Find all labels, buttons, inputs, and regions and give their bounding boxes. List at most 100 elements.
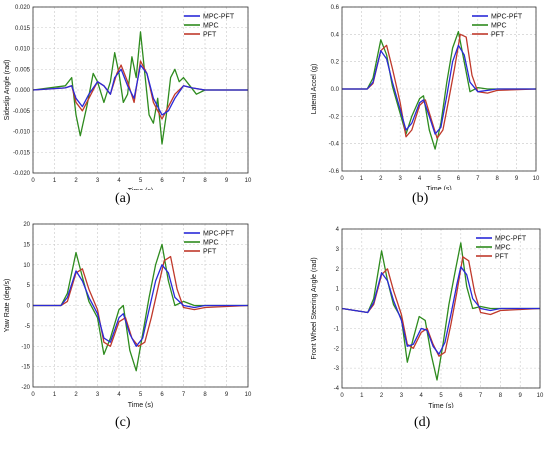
x-tick-label: 7 <box>479 393 483 399</box>
x-axis-label: Time (s) <box>128 402 153 408</box>
plot-frame <box>341 6 537 172</box>
x-tick-label: 4 <box>420 393 424 399</box>
y-tick-label: 0.010 <box>15 47 31 53</box>
x-tick-label: 4 <box>117 392 121 398</box>
x-tick-label: 1 <box>53 392 57 398</box>
series-line-mpc-pft <box>33 264 248 347</box>
x-tick-label: 8 <box>203 178 207 184</box>
x-tick-label: 4 <box>117 178 121 184</box>
legend-label: MPC <box>203 240 219 247</box>
legend: MPC-PFT MPC PFT <box>184 14 235 39</box>
x-tick-label: 8 <box>499 393 503 399</box>
y-tick-label: 3 <box>336 247 340 253</box>
legend-label: PFT <box>495 254 509 261</box>
panel-caption: (d) <box>414 415 431 430</box>
x-tick-label: 0 <box>31 392 35 398</box>
legend-label: PFT <box>203 32 217 39</box>
legend-label: PFT <box>491 32 505 39</box>
y-tick-label: -5 <box>25 324 31 330</box>
chart-3: 0 1 2 3 4 5 6 7 8 9 10 20 15 10 5 0 -5 -10 -15 -20 Time (s) Y… <box>4 222 252 408</box>
y-tick-label: 20 <box>23 222 30 228</box>
x-tick-label: 0 <box>31 178 35 184</box>
legend: MPC-PFT MPC PFT <box>472 14 523 39</box>
plot-frame <box>341 228 541 389</box>
x-tick-label: 5 <box>439 393 443 399</box>
x-tick-label: 5 <box>437 176 441 182</box>
y-tick-label: -0.020 <box>13 171 31 177</box>
x-axis-label: Time (s) <box>426 186 451 190</box>
x-tick-label: 6 <box>457 176 461 182</box>
series-line-pft <box>342 256 540 357</box>
legend-label: MPC <box>495 245 511 252</box>
x-axis-label: Time (s) <box>128 188 153 190</box>
x-tick-label: 3 <box>399 176 403 182</box>
x-tick-label: 9 <box>515 176 519 182</box>
y-tick-label: -0.010 <box>13 130 31 136</box>
x-tick-label: 3 <box>96 178 100 184</box>
x-tick-label: 8 <box>203 392 207 398</box>
y-tick-label: -0.6 <box>329 169 340 175</box>
x-tick-label: 9 <box>519 393 523 399</box>
y-tick-label: 5 <box>27 283 31 289</box>
plot-frame <box>32 6 249 174</box>
legend-label: MPC-PFT <box>495 236 527 243</box>
y-tick-label: 0.6 <box>331 5 340 11</box>
series-line-mpc-pft <box>342 266 540 355</box>
y-tick-label: -0.2 <box>329 114 340 120</box>
x-tick-label: 6 <box>160 392 164 398</box>
y-tick-label: 4 <box>336 227 340 233</box>
x-tick-label: 7 <box>182 178 186 184</box>
y-tick-label: 15 <box>23 242 30 248</box>
y-tick-label: -10 <box>21 344 30 350</box>
legend-label: PFT <box>203 249 217 256</box>
x-tick-label: 0 <box>340 176 344 182</box>
series-line-mpc-pft <box>33 64 248 116</box>
legend-label: MPC-PFT <box>203 231 235 238</box>
x-tick-label: 3 <box>400 393 404 399</box>
x-tick-label: 1 <box>53 178 57 184</box>
y-tick-label: 0 <box>336 307 340 313</box>
panel-caption: (b) <box>412 191 429 206</box>
x-tick-label: 2 <box>74 178 78 184</box>
x-tick-label: 10 <box>533 176 540 182</box>
legend: MPC-PFT MPC PFT <box>476 236 527 261</box>
x-tick-label: 6 <box>160 178 164 184</box>
y-tick-label: 0.4 <box>331 32 340 38</box>
y-tick-label: -0.005 <box>13 109 31 115</box>
y-tick-label: -3 <box>334 366 340 372</box>
panel-caption: (c) <box>115 415 131 430</box>
x-tick-label: 0 <box>340 393 344 399</box>
y-tick-label: 0.0 <box>331 87 340 93</box>
x-tick-label: 5 <box>139 392 143 398</box>
x-axis-label: Time (s) <box>428 403 453 408</box>
x-tick-label: 9 <box>225 178 229 184</box>
y-axis-label: Yaw Rate (deg/s) <box>4 279 11 333</box>
y-tick-label: 10 <box>23 263 30 269</box>
x-tick-label: 4 <box>418 176 422 182</box>
x-tick-label: 1 <box>360 393 364 399</box>
series-line-pft <box>33 60 248 120</box>
x-tick-label: 8 <box>496 176 500 182</box>
series-line-pft <box>342 33 536 139</box>
x-tick-label: 7 <box>182 392 186 398</box>
legend: MPC-PFT MPC PFT <box>184 231 235 256</box>
y-tick-label: 2 <box>336 267 340 273</box>
x-tick-label: 7 <box>476 176 480 182</box>
legend-label: MPC <box>491 23 507 30</box>
y-tick-label: 0.000 <box>15 88 31 94</box>
legend-label: MPC <box>203 23 219 30</box>
x-tick-label: 3 <box>96 392 100 398</box>
y-tick-label: -0.4 <box>329 142 340 148</box>
x-tick-label: 2 <box>74 392 78 398</box>
y-axis-label: Front Wheel Steering Angle (rad) <box>311 257 318 359</box>
x-tick-label: 6 <box>459 393 463 399</box>
y-tick-label: -20 <box>21 385 30 391</box>
y-tick-label: 0.2 <box>331 60 340 66</box>
x-tick-label: 1 <box>360 176 364 182</box>
x-tick-label: 5 <box>139 178 143 184</box>
y-tick-label: -15 <box>21 365 30 371</box>
x-tick-label: 10 <box>537 393 544 399</box>
y-tick-label: -1 <box>334 326 340 332</box>
